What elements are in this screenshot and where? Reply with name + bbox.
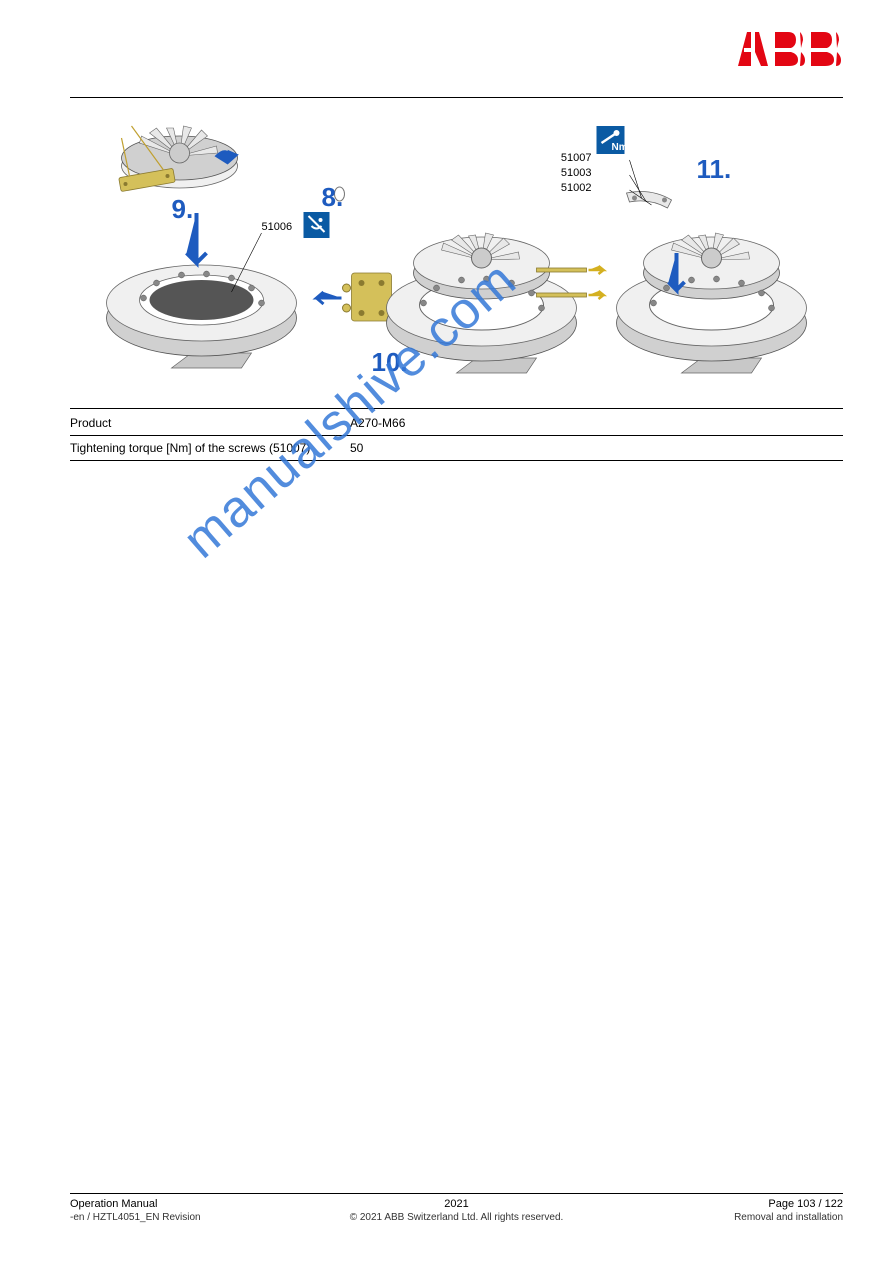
abb-logo xyxy=(733,30,843,72)
footer-copyright: © 2021 ABB Switzerland Ltd. All rights r… xyxy=(328,1212,586,1223)
table-label-torque: Tightening torque [Nm] of the screws (51… xyxy=(70,441,350,455)
assembly-diagram: Nm 8. 9. 10. 11. 51006 51007 51003 51002 xyxy=(70,118,843,398)
callout-51003: 51003 xyxy=(561,167,592,179)
callout-51006: 51006 xyxy=(262,221,293,233)
footer-center: 2021 xyxy=(328,1198,586,1210)
table-row: Product A270-M66 xyxy=(70,413,843,433)
step-11-label: 11. xyxy=(697,154,732,184)
table-row: Tightening torque [Nm] of the screws (51… xyxy=(70,438,843,458)
step-9-label: 9. xyxy=(172,194,194,224)
step-10-label: 10. xyxy=(372,347,408,377)
lubricate-icon xyxy=(304,212,330,238)
torque-icon: Nm xyxy=(597,126,628,154)
table-value-torque: 50 xyxy=(350,441,843,455)
assembly-right xyxy=(617,160,807,373)
torque-table: Product A270-M66 Tightening torque [Nm] … xyxy=(70,408,843,461)
page-header xyxy=(70,30,843,72)
callout-51002: 51002 xyxy=(561,182,592,194)
footer-right-1: Page 103 / 122 xyxy=(585,1198,843,1210)
step-8-label: 8. xyxy=(322,182,344,212)
tool-removal xyxy=(317,273,392,321)
footer-left-1: Operation Manual xyxy=(70,1198,328,1210)
page-footer: Operation Manual 2021 Page 103 / 122 -en… xyxy=(70,1193,843,1223)
table-value-product: A270-M66 xyxy=(350,416,843,430)
footer-right-2: Removal and installation xyxy=(585,1212,843,1223)
callout-51007: 51007 xyxy=(561,152,592,164)
svg-text:Nm: Nm xyxy=(612,142,628,153)
footer-left-2: -en / HZTL4051_EN Revision xyxy=(70,1212,328,1223)
assembly-left xyxy=(107,126,297,368)
table-label-product: Product xyxy=(70,416,350,430)
header-divider xyxy=(70,97,843,98)
assembly-middle xyxy=(387,233,604,373)
